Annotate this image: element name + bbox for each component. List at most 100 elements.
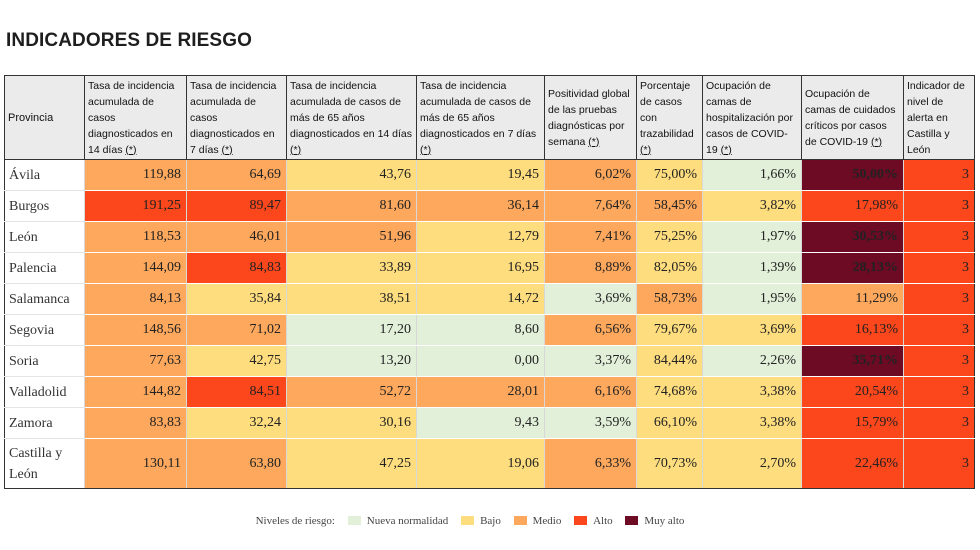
province-cell: Soria bbox=[4, 345, 85, 377]
value-cell: 191,25 bbox=[84, 190, 187, 222]
value-cell: 19,45 bbox=[416, 159, 545, 191]
note-link[interactable]: (*) bbox=[290, 143, 302, 156]
value-cell: 2,70% bbox=[702, 438, 802, 489]
value-cell: 14,72 bbox=[416, 283, 545, 315]
note-link[interactable]: (*) bbox=[588, 135, 600, 148]
value-cell: 28,13% bbox=[801, 252, 904, 284]
table-row: Soria 77,63 42,75 13,20 0,00 3,37% 84,44% 2,26%… bbox=[4, 345, 975, 377]
value-cell: 119,88 bbox=[84, 159, 187, 191]
value-cell: 3,69% bbox=[544, 283, 637, 315]
value-cell: 20,54% bbox=[801, 376, 904, 408]
province-cell: Segovia bbox=[4, 314, 85, 346]
value-cell: 3 bbox=[903, 314, 975, 346]
legend-swatch bbox=[625, 516, 639, 525]
value-cell: 3 bbox=[903, 376, 975, 408]
legend-label: Niveles de riesgo: bbox=[255, 515, 335, 527]
value-cell: 144,09 bbox=[84, 252, 187, 284]
column-header-criticos: Ocupación de camas de cuidados críticos … bbox=[801, 75, 904, 160]
province-cell: Zamora bbox=[4, 407, 85, 439]
value-cell: 1,66% bbox=[702, 159, 802, 191]
value-cell: 130,11 bbox=[84, 438, 187, 489]
value-cell: 3 bbox=[903, 345, 975, 377]
table-row: Ávila 119,88 64,69 43,76 19,45 6,02% 75,00% 1,6… bbox=[4, 159, 975, 191]
value-cell: 118,53 bbox=[84, 221, 187, 253]
value-cell: 8,89% bbox=[544, 252, 637, 284]
legend-swatch bbox=[461, 516, 475, 525]
legend-item-muyalto: Muy alto bbox=[625, 515, 684, 527]
value-cell: 84,83 bbox=[186, 252, 287, 284]
value-cell: 75,00% bbox=[636, 159, 703, 191]
legend-item-nueva: Nueva normalidad bbox=[347, 515, 448, 527]
note-link[interactable]: (*) bbox=[870, 135, 883, 148]
value-cell: 7,41% bbox=[544, 221, 637, 253]
value-cell: 64,69 bbox=[186, 159, 287, 191]
value-cell: 3 bbox=[903, 252, 975, 284]
value-cell: 8,60 bbox=[416, 314, 545, 346]
province-cell: Valladolid bbox=[4, 376, 85, 408]
note-link[interactable]: (*) bbox=[720, 143, 732, 156]
column-header-ia14-65: Tasa de incidencia acumulada de casos de… bbox=[286, 75, 417, 160]
province-cell: Salamanca bbox=[4, 283, 85, 315]
value-cell: 1,95% bbox=[702, 283, 802, 315]
value-cell: 66,10% bbox=[636, 407, 703, 439]
value-cell: 47,25 bbox=[286, 438, 417, 489]
value-cell: 38,51 bbox=[286, 283, 417, 315]
value-cell: 16,95 bbox=[416, 252, 545, 284]
value-cell: 16,13% bbox=[801, 314, 904, 346]
value-cell: 11,29% bbox=[801, 283, 904, 315]
value-cell: 148,56 bbox=[84, 314, 187, 346]
value-cell: 17,98% bbox=[801, 190, 904, 222]
value-cell: 6,33% bbox=[544, 438, 637, 489]
column-header-trazabilidad: Porcentaje de casos con trazabilidad (*) bbox=[636, 75, 703, 160]
note-link[interactable]: (*) bbox=[221, 143, 233, 156]
column-header-ia7: Tasa de incidencia acumulada de casos di… bbox=[186, 75, 287, 160]
value-cell: 3 bbox=[903, 283, 975, 315]
value-cell: 144,82 bbox=[84, 376, 187, 408]
risk-legend: Niveles de riesgo: Nueva normalidad Bajo… bbox=[0, 515, 940, 527]
value-cell: 82,05% bbox=[636, 252, 703, 284]
risk-indicators-table: Provincia Tasa de incidencia acumulada d… bbox=[4, 75, 975, 489]
province-cell: Palencia bbox=[4, 252, 85, 284]
value-cell: 79,67% bbox=[636, 314, 703, 346]
value-cell: 81,60 bbox=[286, 190, 417, 222]
value-cell: 58,73% bbox=[636, 283, 703, 315]
value-cell: 6,16% bbox=[544, 376, 637, 408]
value-cell: 75,25% bbox=[636, 221, 703, 253]
value-cell: 32,24 bbox=[186, 407, 287, 439]
legend-item-alto: Alto bbox=[574, 515, 613, 527]
value-cell: 89,47 bbox=[186, 190, 287, 222]
value-cell: 0,00 bbox=[416, 345, 545, 377]
value-cell: 46,01 bbox=[186, 221, 287, 253]
value-cell: 1,97% bbox=[702, 221, 802, 253]
value-cell: 84,44% bbox=[636, 345, 703, 377]
value-cell: 70,73% bbox=[636, 438, 703, 489]
value-cell: 30,16 bbox=[286, 407, 417, 439]
value-cell: 13,20 bbox=[286, 345, 417, 377]
value-cell: 3,82% bbox=[702, 190, 802, 222]
value-cell: 7,64% bbox=[544, 190, 637, 222]
value-cell: 43,76 bbox=[286, 159, 417, 191]
value-cell: 3,38% bbox=[702, 376, 802, 408]
table-row: León 118,53 46,01 51,96 12,79 7,41% 75,25% 1,97… bbox=[4, 221, 975, 253]
column-header-provincia: Provincia bbox=[4, 75, 85, 160]
value-cell: 63,80 bbox=[186, 438, 287, 489]
value-cell: 3,69% bbox=[702, 314, 802, 346]
legend-item-medio: Medio bbox=[513, 515, 561, 527]
value-cell: 3 bbox=[903, 159, 975, 191]
value-cell: 71,02 bbox=[186, 314, 287, 346]
value-cell: 17,20 bbox=[286, 314, 417, 346]
value-cell: 74,68% bbox=[636, 376, 703, 408]
value-cell: 77,63 bbox=[84, 345, 187, 377]
note-link[interactable]: (*) bbox=[125, 143, 137, 156]
table-row: Valladolid 144,82 84,51 52,72 28,01 6,16% 74,6… bbox=[4, 376, 975, 408]
value-cell: 30,53% bbox=[801, 221, 904, 253]
value-cell: 3,37% bbox=[544, 345, 637, 377]
value-cell: 3,38% bbox=[702, 407, 802, 439]
value-cell: 15,79% bbox=[801, 407, 904, 439]
note-link[interactable]: (*) bbox=[640, 143, 652, 156]
column-header-nivel-alerta: Indicador de nivel de alerta en Castilla… bbox=[903, 75, 975, 160]
value-cell: 51,96 bbox=[286, 221, 417, 253]
note-link[interactable]: (*) bbox=[420, 143, 432, 156]
table-row: Burgos 191,25 89,47 81,60 36,14 7,64% 58,45% 3,… bbox=[4, 190, 975, 222]
legend-swatch bbox=[347, 516, 361, 525]
